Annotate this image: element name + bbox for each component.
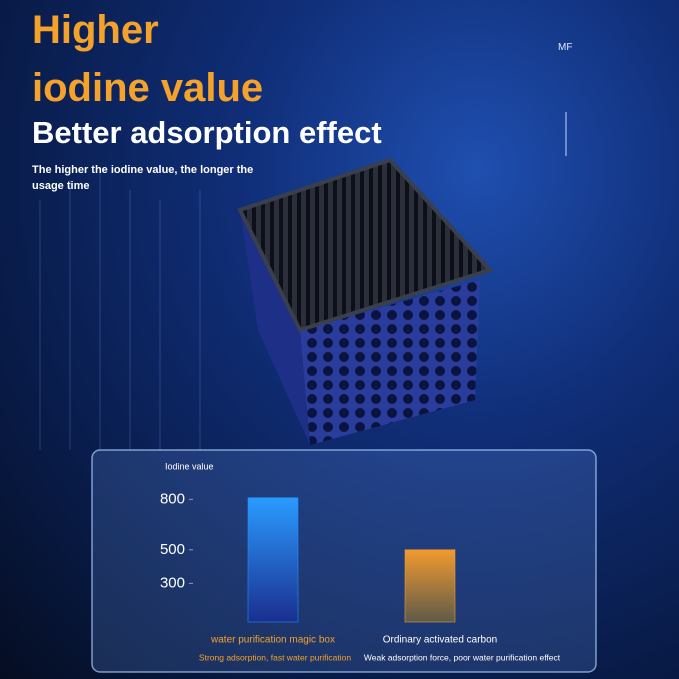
- title-line: Higher: [32, 8, 159, 52]
- y-tick-label: 300: [160, 574, 185, 591]
- subtitle: The higher the iodine value, the longer …: [32, 164, 254, 192]
- category-description: Strong adsorption, fast water purificati…: [199, 652, 351, 662]
- headline: Better adsorption effect: [32, 115, 382, 150]
- chart-panel: [91, 449, 597, 673]
- category-description: Weak adsorption force, poor water purifi…: [364, 652, 561, 662]
- bar: [247, 497, 299, 623]
- product-illustration: [237, 157, 494, 445]
- title-line: iodine value: [32, 66, 264, 110]
- y-axis-label: Iodine value: [165, 461, 214, 471]
- y-tick-label: 500: [160, 541, 185, 558]
- x-tick-label: Ordinary activated carbon: [383, 635, 498, 646]
- bar: [404, 549, 456, 623]
- x-tick-label: water purification magic box: [210, 635, 335, 646]
- brand: MF: [558, 42, 573, 53]
- y-tick-label: 800: [160, 490, 185, 507]
